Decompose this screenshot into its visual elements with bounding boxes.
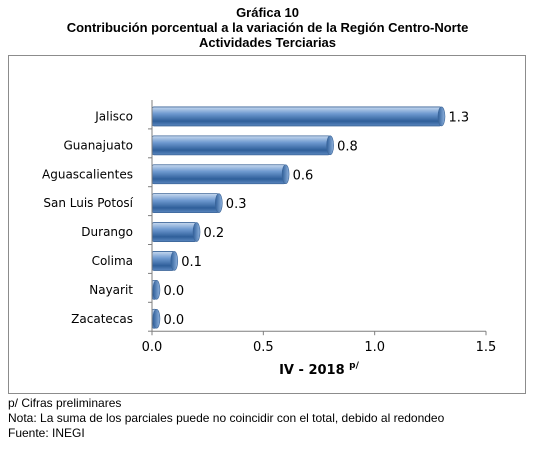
category-label: Nayarit [89,283,133,297]
bar-cap [192,222,201,242]
bar-cap [281,164,290,185]
figure-label: Gráfica 10 [236,5,299,20]
data-label: 0.8 [337,139,358,154]
category-label: Colima [92,254,133,268]
x-tick-label: 0.0 [142,340,163,355]
source-note: Fuente: INEGI [8,426,85,440]
x-axis-label-superscript: p/ [349,361,359,371]
category-label: Zacatecas [71,312,133,326]
rounding-note: Nota: La suma de los parciales puede no … [8,411,445,425]
x-tick-label: 1.5 [476,340,497,355]
bar-cap [170,251,179,271]
chart-titles: Gráfica 10 Contribución porcentual a la … [0,5,535,50]
category-label: Aguascalientes [42,167,133,181]
x-axis-label: IV - 2018 p/ [279,361,360,378]
chart-frame: Jalisco 1.3 Guanajuato 0.8 Aguascalientes 0.6… [8,55,526,394]
bar-chart: Jalisco 1.3 Guanajuato 0.8 Aguascalientes 0.6… [42,100,496,378]
data-label: 1.3 [448,110,469,125]
chart-notes: p/ Cifras preliminares Nota: La suma de … [8,396,444,441]
bar-cap [152,280,161,300]
bar-cap [326,135,334,156]
bar [151,164,287,185]
data-label: 0.3 [226,197,247,212]
plot-area: Jalisco 1.3 Guanajuato 0.8 Aguascalientes 0.6… [42,100,496,378]
data-label: 0.1 [181,255,202,270]
category-label: Durango [81,225,133,239]
data-label: 0.2 [204,226,225,241]
x-tick-label: 0.5 [253,340,274,355]
data-label: 0.0 [163,284,184,299]
category-label: Guanajuato [63,138,133,152]
data-label: 0.6 [293,168,314,183]
bar-cap [437,106,446,127]
x-tick-label: 1.0 [364,340,385,355]
bar [151,135,331,156]
bar [151,106,442,127]
bar-cap [152,308,161,329]
bar-cap [215,193,223,213]
chart-subtitle: Actividades Terciarias [198,35,337,50]
bar [151,222,197,242]
bar [151,193,220,214]
data-label: 0.0 [163,313,184,328]
preliminary-note: p/ Cifras preliminares [8,396,122,410]
chart-title: Contribución porcentual a la variación d… [66,20,469,35]
category-label: San Luis Potosí [43,196,133,210]
category-label: Jalisco [94,109,133,123]
